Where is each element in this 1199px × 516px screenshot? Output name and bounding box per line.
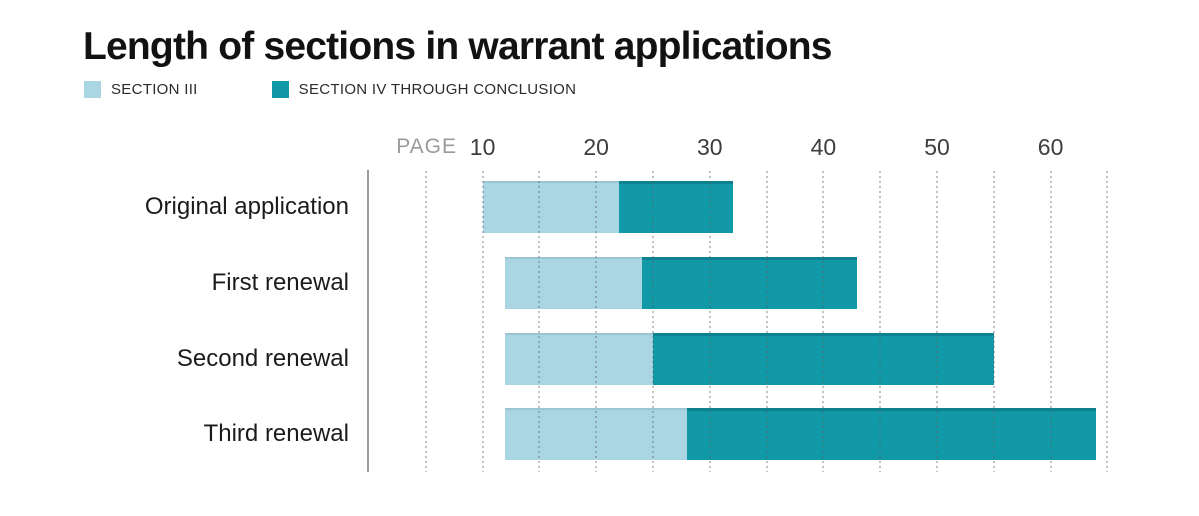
legend-label: SECTION IV THROUGH CONCLUSION [298, 81, 577, 98]
gridline-page-10 [481, 171, 484, 472]
bar-segment-section-iv [618, 181, 733, 233]
category-label: First renewal [211, 269, 349, 296]
x-axis-tick-label: 10 [469, 134, 496, 160]
x-axis-tick-label: 50 [924, 134, 950, 160]
x-axis: PAGE 10 20 30 40 50 60 [0, 134, 1199, 160]
gridline-page-35 [765, 171, 768, 472]
y-axis-line [367, 170, 369, 472]
gridline-page-25 [652, 171, 654, 472]
gridline-page-50 [936, 171, 938, 472]
category-label: Second renewal [176, 345, 349, 372]
legend-item: SECTION IV THROUGH CONCLUSION [271, 81, 577, 98]
category-label: Original application [144, 193, 349, 220]
legend: SECTION III SECTION IV THROUGH CONCLUSION [84, 81, 576, 98]
gridline-page-30 [708, 171, 711, 472]
chart-title: Length of sections in warrant applicatio… [83, 25, 832, 68]
gridline-page-5 [424, 171, 427, 472]
gridline-page-55 [992, 171, 995, 472]
x-axis-unit-label: PAGE [396, 135, 457, 158]
bar-segment-section-iv [687, 408, 1097, 460]
bar-segment-section-iii [505, 408, 688, 460]
x-axis-tick-label: 60 [1037, 134, 1064, 160]
gridline-page-60 [1049, 171, 1052, 472]
legend-swatch-icon [84, 81, 101, 98]
gridline-page-15 [538, 171, 541, 472]
x-axis-tick-label: 40 [810, 134, 837, 160]
legend-item: SECTION III [84, 81, 198, 98]
legend-label: SECTION III [111, 81, 198, 98]
bar-segment-section-iii [482, 181, 619, 233]
bar-segment-section-iv [641, 257, 858, 309]
category-label: Third renewal [203, 420, 349, 447]
x-axis-tick-label: 30 [697, 134, 723, 160]
gridline-page-40 [822, 171, 825, 472]
bar-segment-section-iv [653, 333, 994, 385]
bar-segment-section-iii [505, 333, 653, 385]
plot-area: Original application First renewal Second … [0, 170, 1199, 472]
bar-segment-section-iii [505, 257, 642, 309]
gridline-page-65 [1106, 171, 1109, 472]
gridline-page-20 [595, 171, 598, 472]
legend-swatch-icon [271, 81, 289, 98]
gridline-page-45 [879, 171, 882, 472]
x-axis-tick-label: 20 [583, 134, 609, 160]
